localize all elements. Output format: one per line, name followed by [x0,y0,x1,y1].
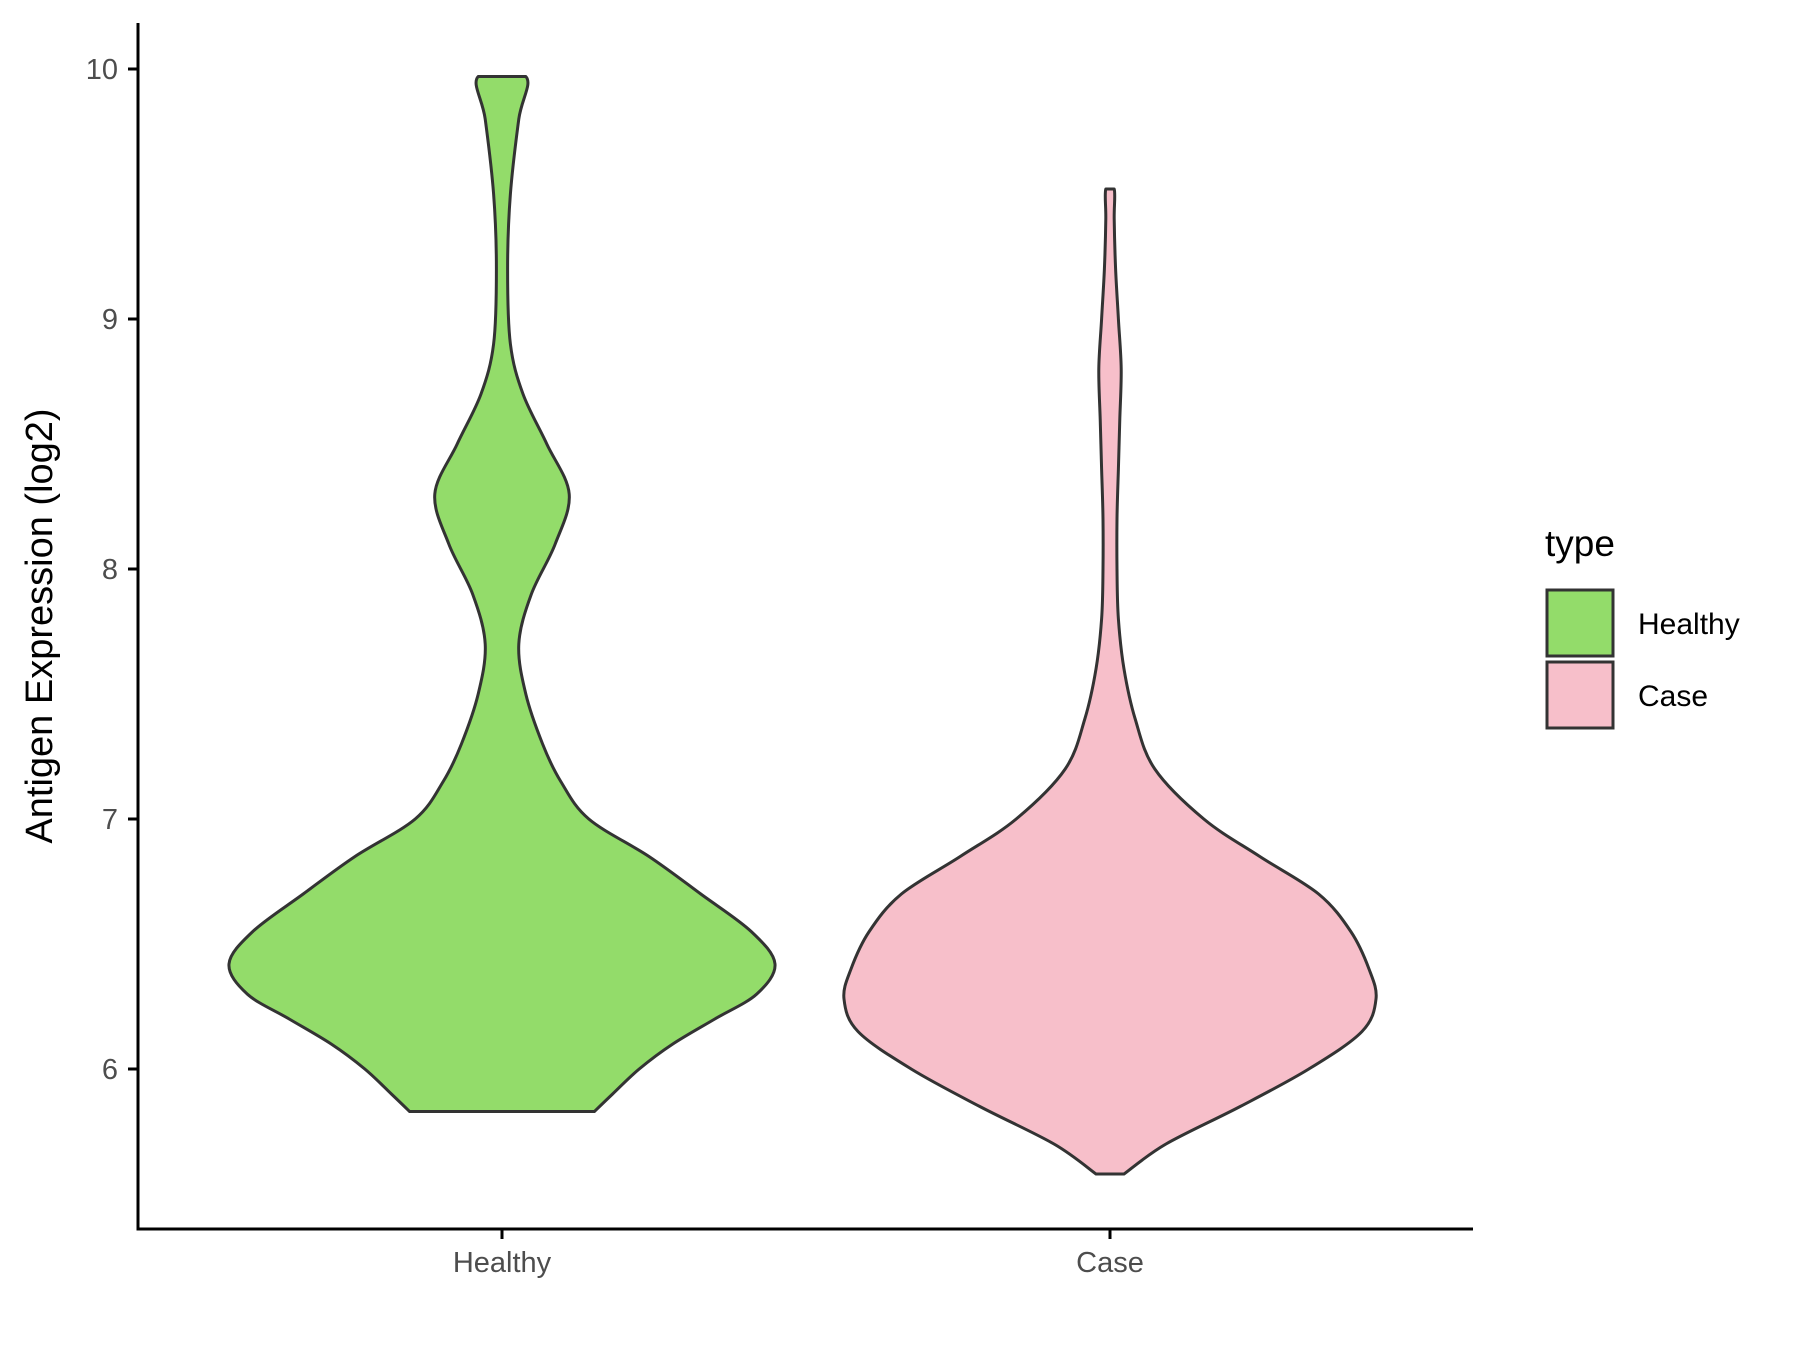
legend-label-case: Case [1638,680,1708,713]
y-axis-title: Antigen Expression (log2) [19,408,61,843]
violin-case [842,187,1378,1176]
x-tick-label: Healthy [453,1247,552,1279]
x-tick-label: Case [1076,1247,1144,1279]
legend-key-case [1545,660,1615,730]
legend: type Healthy Case [1545,523,1740,730]
legend-key-healthy [1545,588,1615,658]
y-tick-label: 7 [102,804,118,836]
y-tick-label: 10 [86,54,118,86]
y-ticks: 6 7 8 9 10 [86,54,138,1086]
legend-title: type [1545,523,1615,564]
y-tick-label: 8 [102,554,118,586]
y-tick-label: 9 [102,304,118,336]
violins-layer [227,75,1378,1176]
x-ticks: Healthy Case [453,1229,1144,1279]
violin-healthy [227,75,777,1113]
legend-label-healthy: Healthy [1638,608,1740,641]
y-tick-label: 6 [102,1054,118,1086]
